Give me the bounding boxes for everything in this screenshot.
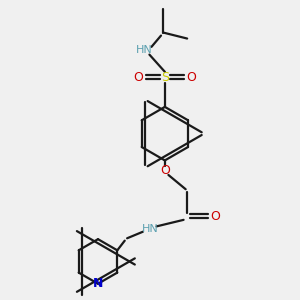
Text: O: O xyxy=(133,71,143,84)
Text: HN: HN xyxy=(136,45,152,56)
Text: O: O xyxy=(187,71,196,84)
Text: O: O xyxy=(211,210,220,224)
Text: S: S xyxy=(161,71,169,84)
Text: HN: HN xyxy=(142,224,158,234)
Text: N: N xyxy=(93,277,103,290)
Text: O: O xyxy=(160,164,170,177)
